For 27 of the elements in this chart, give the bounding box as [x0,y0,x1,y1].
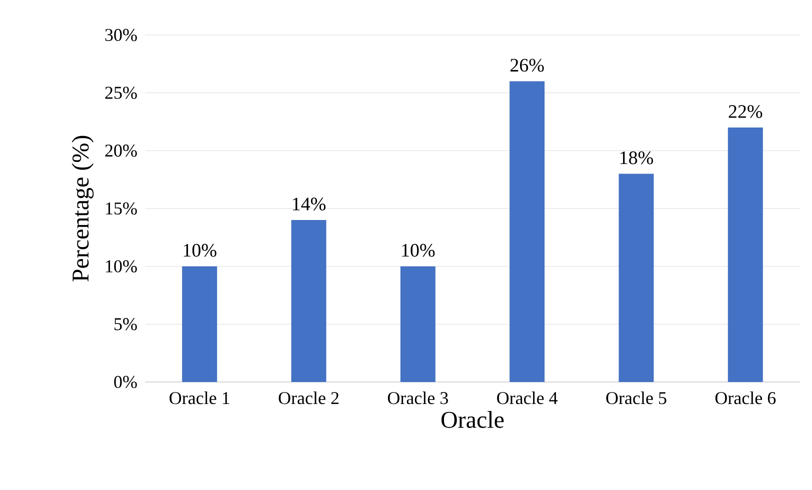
x-tick-label: Oracle 2 [278,392,339,404]
x-tick-label: Oracle 1 [170,392,230,404]
x-tick-label: Oracle 3 [388,392,448,404]
y-tick-label: 30% [105,28,137,42]
x-tick-label: Oracle 6 [715,392,776,404]
bar [618,174,654,382]
data-label: 26% [510,58,544,72]
bar [182,266,218,382]
data-label: 18% [620,151,653,164]
bar [510,81,545,382]
y-tick-label: 15% [106,202,137,215]
x-axis-title: Oracle [442,411,504,428]
data-label: 14% [293,198,326,211]
bar [291,220,326,382]
y-tick-label: 10% [106,260,137,272]
x-tick-label: Oracle 4 [497,392,558,404]
data-label: 22% [728,105,762,118]
y-tick-label: 5% [114,318,137,330]
data-label: 10% [402,244,435,257]
bar [728,128,763,382]
data-label: 10% [184,244,216,257]
y-tick-label: 20% [105,144,137,157]
y-tick-label: 25% [105,86,137,99]
bar [400,266,436,382]
y-tick-label: 0% [114,376,137,388]
x-tick-label: Oracle 5 [606,392,666,404]
y-axis-title: Percentage (%) [72,136,94,282]
